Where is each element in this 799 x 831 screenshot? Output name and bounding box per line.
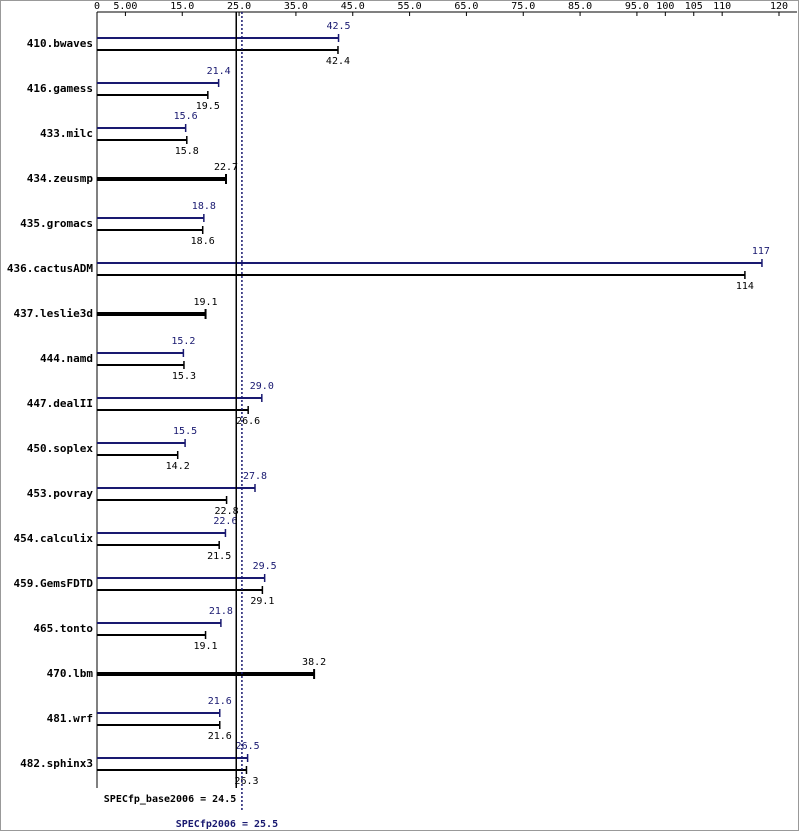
value-label: 21.5 — [207, 551, 231, 562]
category-label: 410.bwaves — [27, 37, 93, 50]
value-label: 26.6 — [236, 416, 260, 427]
bar — [97, 312, 206, 316]
x-tick-label: 5.00 — [113, 1, 137, 12]
value-label: 19.1 — [194, 297, 218, 308]
category-label: 459.GemsFDTD — [14, 577, 94, 590]
category-label: 435.gromacs — [20, 217, 93, 230]
value-label: 29.5 — [253, 561, 277, 572]
value-label: 15.2 — [171, 336, 195, 347]
value-label: 42.4 — [326, 56, 350, 67]
value-label: 26.3 — [234, 776, 258, 787]
value-label: 19.1 — [194, 641, 218, 652]
category-label: 416.gamess — [27, 82, 93, 95]
value-label: 21.4 — [207, 66, 231, 77]
value-label: 117 — [752, 246, 770, 257]
x-tick-label: 35.0 — [284, 1, 308, 12]
category-label: 482.sphinx3 — [20, 757, 93, 770]
value-label: 21.6 — [208, 696, 232, 707]
value-label: 15.3 — [172, 371, 196, 382]
category-label: 433.milc — [40, 127, 93, 140]
x-tick-label: 85.0 — [568, 1, 592, 12]
value-label: 38.2 — [302, 657, 326, 668]
reference-label: SPECfp_base2006 = 24.5 — [104, 794, 236, 805]
x-tick-label: 95.0 — [625, 1, 649, 12]
category-label: 453.povray — [27, 487, 94, 500]
value-label: 18.8 — [192, 201, 216, 212]
value-label: 22.7 — [214, 162, 238, 173]
category-label: 447.dealII — [27, 397, 93, 410]
value-label: 21.8 — [209, 606, 233, 617]
x-tick-label: 25.0 — [227, 1, 251, 12]
value-label: 15.6 — [174, 111, 198, 122]
category-label: 470.lbm — [47, 667, 94, 680]
category-label: 436.cactusADM — [7, 262, 93, 275]
category-label: 481.wrf — [47, 712, 93, 725]
value-label: 15.8 — [175, 146, 199, 157]
x-tick-label: 120 — [770, 1, 788, 12]
bar — [97, 177, 227, 181]
category-label: 450.soplex — [27, 442, 94, 455]
x-tick-label: 45.0 — [341, 1, 365, 12]
category-label: 454.calculix — [14, 532, 94, 545]
x-tick-label: 15.0 — [170, 1, 194, 12]
x-tick-label: 75.0 — [511, 1, 535, 12]
value-label: 29.1 — [250, 596, 274, 607]
category-label: 465.tonto — [33, 622, 93, 635]
value-label: 22.6 — [213, 516, 237, 527]
category-label: 434.zeusmp — [27, 172, 94, 185]
value-label: 26.5 — [236, 741, 260, 752]
value-label: 14.2 — [166, 461, 190, 472]
bar — [97, 672, 315, 676]
x-tick-label: 55.0 — [398, 1, 422, 12]
value-label: 27.8 — [243, 471, 267, 482]
value-label: 15.5 — [173, 426, 197, 437]
value-label: 114 — [736, 281, 754, 292]
value-label: 18.6 — [191, 236, 215, 247]
x-tick-label: 0 — [94, 1, 100, 12]
x-tick-label: 65.0 — [454, 1, 478, 12]
x-tick-label: 110 — [713, 1, 731, 12]
value-label: 42.5 — [326, 21, 350, 32]
reference-label: SPECfp2006 = 25.5 — [176, 819, 278, 830]
category-label: 437.leslie3d — [14, 307, 93, 320]
category-label: 444.namd — [40, 352, 93, 365]
x-tick-label: 105 — [685, 1, 703, 12]
value-label: 19.5 — [196, 101, 220, 112]
value-label: 29.0 — [250, 381, 274, 392]
x-tick-label: 100 — [656, 1, 674, 12]
value-label: 22.8 — [215, 506, 239, 517]
value-label: 21.6 — [208, 731, 232, 742]
